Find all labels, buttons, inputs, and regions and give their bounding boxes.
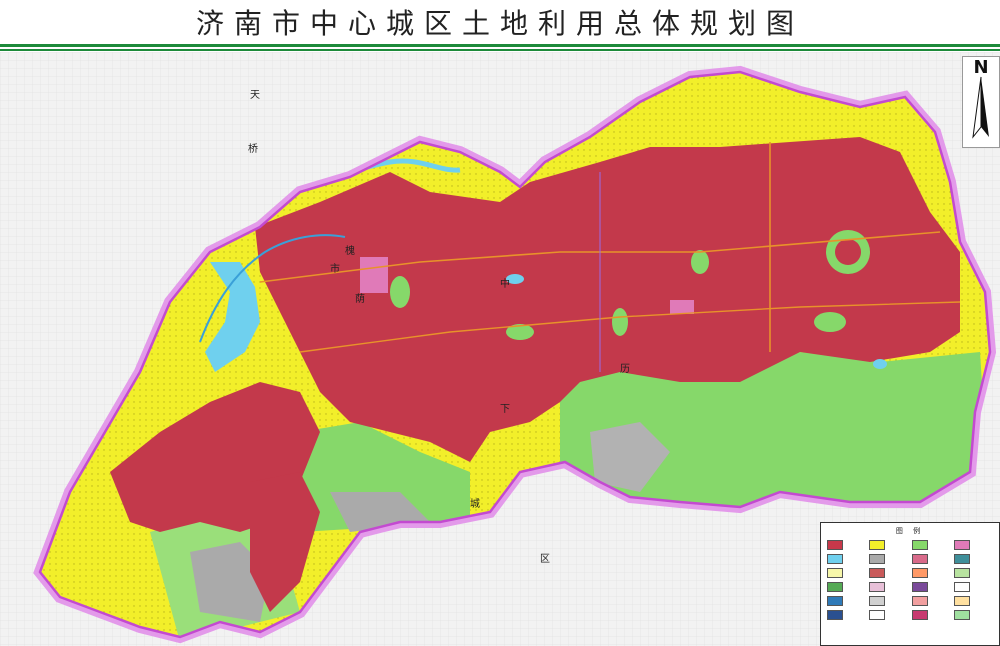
legend-item <box>911 553 951 564</box>
main-road-1 <box>259 231 941 283</box>
north-arrow-icon <box>972 76 989 139</box>
legend-item <box>911 581 951 592</box>
forest-zone-east <box>560 352 990 512</box>
district-boundary <box>38 70 992 639</box>
title-rule-bottom <box>0 49 1000 51</box>
legend-item <box>827 581 866 592</box>
north-label: N <box>973 57 989 78</box>
legend-item <box>953 581 993 592</box>
legend-item <box>911 539 951 550</box>
legend-item <box>827 595 866 606</box>
park-ring-center <box>835 239 861 265</box>
legend-swatch <box>869 567 886 578</box>
map-label-zhong: 中 <box>500 277 510 290</box>
legend-item <box>953 567 993 578</box>
park-4 <box>814 312 846 332</box>
legend-item <box>827 539 866 550</box>
legend-swatch <box>827 595 843 606</box>
legend-item <box>953 595 993 606</box>
legend-swatch <box>953 567 970 578</box>
legend-swatch <box>911 595 928 606</box>
legend-grid <box>827 539 993 620</box>
title-rule-top <box>0 44 1000 47</box>
legend-item <box>869 567 908 578</box>
legend-swatch <box>911 553 928 564</box>
legend-swatch <box>827 567 843 578</box>
legend-item <box>869 539 908 550</box>
main-road-2 <box>299 301 961 353</box>
map-label-tian: 天 <box>250 90 260 101</box>
legend-swatch <box>953 595 970 606</box>
legend-item <box>911 567 951 578</box>
legend-item <box>911 595 951 606</box>
legend-swatch <box>827 539 843 550</box>
legend-swatch <box>869 595 886 606</box>
north-arrow: N <box>962 56 1000 148</box>
special-zone-2 <box>670 300 694 314</box>
legend-item <box>827 567 866 578</box>
map-label-yin: 荫 <box>355 293 365 305</box>
legend-item <box>869 609 908 620</box>
bare-zone-3 <box>590 422 670 492</box>
legend-swatch <box>869 553 886 564</box>
map-label-qu: 区 <box>540 553 550 565</box>
park-5 <box>612 308 628 336</box>
legend-swatch <box>911 609 928 620</box>
legend-swatch <box>869 609 886 620</box>
urban-core <box>255 137 960 462</box>
legend-swatch <box>869 539 886 550</box>
legend-swatch <box>827 553 843 564</box>
reservoir <box>205 262 260 372</box>
legend-item <box>911 609 951 620</box>
map-label-cheng: 城 <box>470 498 480 510</box>
special-zone-1 <box>360 257 388 293</box>
legend-swatch <box>911 581 928 592</box>
title-bar: 济南市中心城区土地利用总体规划图 <box>0 0 1000 44</box>
map-label-xia: 下 <box>500 404 510 415</box>
legend-swatch <box>869 581 886 592</box>
legend-swatch <box>827 609 843 620</box>
legend-item <box>869 553 908 564</box>
legend-swatch <box>827 581 843 592</box>
legend-item <box>953 609 993 620</box>
legend-item <box>953 539 993 550</box>
legend-swatch <box>911 567 928 578</box>
park-3 <box>691 250 709 274</box>
map-label-shi: 市 <box>330 262 340 275</box>
daming-lake <box>506 274 524 284</box>
map-title: 济南市中心城区土地利用总体规划图 <box>195 7 804 40</box>
legend-item <box>869 595 908 606</box>
legend: 图 例 <box>820 522 1000 646</box>
park-1 <box>390 276 410 308</box>
legend-swatch <box>911 539 928 550</box>
legend-title: 图 例 <box>895 527 925 535</box>
map-label-huai: 槐 <box>345 244 355 257</box>
legend-swatch <box>953 609 970 620</box>
legend-swatch <box>953 581 970 592</box>
legend-item <box>953 553 993 564</box>
legend-swatch <box>953 553 970 564</box>
river-branch <box>199 234 346 343</box>
park-2 <box>506 324 534 340</box>
legend-item <box>827 553 866 564</box>
pond-east <box>873 359 887 369</box>
urban-south-strip <box>250 472 320 612</box>
map-label-qiao: 桥 <box>248 143 258 155</box>
map-area[interactable]: 天 桥 市 中 槐 荫 历 下 区 城 N 图 例 <box>0 52 1000 646</box>
legend-item <box>827 609 866 620</box>
legend-swatch <box>953 539 970 550</box>
map-label-li: 历 <box>620 363 630 375</box>
legend-item <box>869 581 908 592</box>
